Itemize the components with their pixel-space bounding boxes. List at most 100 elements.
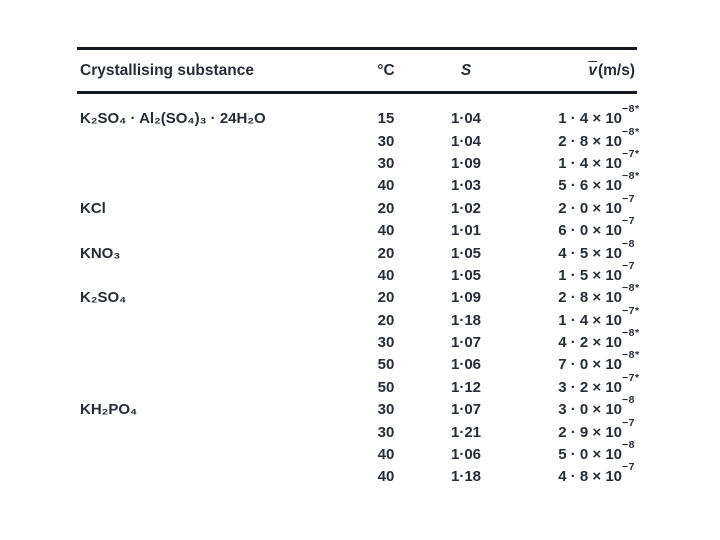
table-header-rule [77,91,637,94]
substance-cell: KCl [80,199,106,217]
table-row: 40 1·01 6 · 0 × 10−7 [77,216,637,241]
growth-rate-cell: 4 · 8 × 10−7 [504,462,637,486]
substance-cell: KH₂PO₄ [80,401,138,419]
v-bar-symbol: v [588,61,597,79]
growth-rate-cell: 4 · 2 × 10−8* [504,328,639,352]
temperature-cell: 50 [377,378,395,396]
substance-cell: KNO₃ [80,244,121,262]
growth-rate-exponent: −8* [622,103,640,116]
growth-rate-mantissa: 3 · 0 × 10 [558,401,623,419]
temperature-cell: 50 [377,356,395,374]
supersaturation-cell: 1·05 [450,266,482,284]
growth-rate-exponent: −8* [622,170,640,183]
growth-rate-mantissa: 4 · 8 × 10 [558,468,623,486]
growth-rate-cell: 2 · 9 × 10−7 [504,417,637,441]
temperature-cell: 30 [377,423,395,441]
growth-rate-exponent: −7 [622,461,635,474]
temperature-cell: 20 [377,244,395,262]
growth-rate-exponent: −7* [622,304,640,317]
supersaturation-cell: 1·21 [450,423,482,441]
table-row: 20 1·18 1 · 4 × 10−7* [77,305,639,331]
growth-rate-cell: 3 · 2 × 10−7* [504,373,639,395]
substance-cell: K₂SO₄ · Al₂(SO₄)₃ · 24H₂O [80,110,266,128]
growth-rate-mantissa: 2 · 0 × 10 [558,199,623,217]
growth-rate-mantissa: 1 · 4 × 10 [558,110,623,128]
growth-rate-mantissa: 1 · 4 × 10 [558,311,623,329]
column-header-substance: Crystallising substance [80,61,255,79]
table-row: 50 1·06 7 · 0 × 10−8* [77,350,639,376]
temperature-cell: 20 [377,311,395,329]
column-header-supersaturation: S [460,61,472,79]
temperature-cell: 20 [377,289,395,307]
table-row: 40 1·05 1 · 5 × 10−7 [77,261,637,286]
supersaturation-cell: 1·02 [450,199,482,217]
growth-rate-exponent: −8 [622,394,635,407]
column-header-temperature: °C [377,61,395,79]
table-row: 50 1·12 3 · 2 × 10−7* [77,373,639,398]
temperature-cell: 20 [377,199,395,217]
growth-rate-mantissa: 1 · 4 × 10 [558,154,623,172]
growth-rate-exponent: −8* [622,327,640,340]
table-row: 40 1·06 5 · 0 × 10−8 [77,440,637,465]
table-row: 30 1·09 1 · 4 × 10−7* [77,149,639,174]
temperature-cell: 30 [377,132,395,150]
column-header-growth-rate: v(m/s) [504,62,637,80]
temperature-cell: 30 [377,401,395,419]
growth-rate-mantissa: 5 · 0 × 10 [558,446,623,464]
growth-rate-cell: 1 · 4 × 10−7* [504,149,639,172]
growth-rate-mantissa: 2 · 9 × 10 [558,423,623,441]
substance-cell: K₂SO₄ [80,289,127,307]
growth-rate-cell: 4 · 5 × 10−8 [504,238,637,260]
growth-rate-mantissa: 6 · 0 × 10 [558,222,623,240]
supersaturation-cell: 1·05 [450,244,482,262]
growth-rate-exponent: −8* [622,349,640,362]
supersaturation-cell: 1·09 [450,289,482,307]
growth-rate-mantissa: 2 · 8 × 10 [558,289,623,307]
temperature-cell: 40 [377,177,395,195]
growth-rate-exponent: −7* [622,371,640,384]
growth-rate-cell: 2 · 8 × 10−8* [504,126,639,150]
growth-rate-exponent: −8* [622,125,640,138]
temperature-cell: 40 [377,266,395,284]
growth-rate-mantissa: 5 · 6 × 10 [558,177,623,195]
growth-rate-mantissa: 7 · 0 × 10 [558,356,623,374]
growth-rate-cell: 5 · 6 × 10−8* [504,171,639,195]
table-row: K₂SO₄ · Al₂(SO₄)₃ · 24H₂O 15 1·04 1 · 4 … [77,104,639,130]
temperature-cell: 40 [377,468,395,486]
growth-rate-mantissa: 2 · 8 × 10 [558,132,623,150]
growth-rate-exponent: −7 [622,192,635,205]
growth-rate-cell: 2 · 8 × 10−8* [504,283,639,307]
crystallisation-data-table: Crystallising substance °C S v(m/s) K₂SO… [77,47,639,489]
supersaturation-cell: 1·04 [450,132,482,150]
temperature-cell: 40 [377,446,395,464]
growth-rate-exponent: −7 [622,416,635,429]
table-top-rule [77,47,637,50]
table-row: KCl 20 1·02 2 · 0 × 10−7 [77,194,637,219]
table-row: 30 1·21 2 · 9 × 10−7 [77,417,637,443]
growth-rate-cell: 2 · 0 × 10−7 [504,194,637,217]
table-row: 40 1·18 4 · 8 × 10−7 [77,462,637,488]
supersaturation-cell: 1·03 [450,177,482,195]
table-row: KH₂PO₄ 30 1·07 3 · 0 × 10−8 [77,395,637,421]
table-row: KNO₃ 20 1·05 4 · 5 × 10−8 [77,238,637,264]
temperature-cell: 30 [377,334,395,352]
supersaturation-cell: 1·09 [450,154,482,172]
growth-rate-exponent: −8* [622,282,640,295]
growth-rate-cell: 6 · 0 × 10−7 [504,216,637,240]
growth-rate-exponent: −8 [622,439,635,452]
growth-rate-mantissa: 4 · 2 × 10 [558,334,623,352]
supersaturation-cell: 1·06 [450,356,482,374]
supersaturation-cell: 1·18 [450,311,482,329]
growth-rate-cell: 1 · 5 × 10−7 [504,261,637,283]
growth-rate-cell: 1 · 4 × 10−7* [504,305,639,329]
supersaturation-cell: 1·18 [450,468,482,486]
temperature-cell: 40 [377,222,395,240]
supersaturation-cell: 1·07 [450,401,482,419]
supersaturation-cell: 1·07 [450,334,482,352]
growth-rate-exponent: −8 [622,237,635,250]
table-body: K₂SO₄ · Al₂(SO₄)₃ · 24H₂O 15 1·04 1 · 4 … [77,94,639,489]
table-header-row: Crystallising substance °C S v(m/s) [77,50,637,91]
supersaturation-cell: 1·06 [450,446,482,464]
growth-rate-cell: 3 · 0 × 10−8 [504,395,637,419]
